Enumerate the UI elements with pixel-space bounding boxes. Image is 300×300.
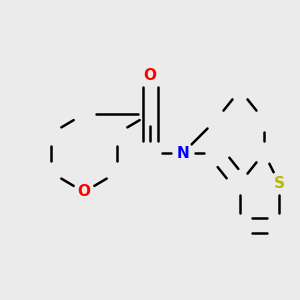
- Text: N: N: [177, 146, 189, 160]
- Text: O: O: [77, 184, 91, 200]
- Text: O: O: [143, 68, 157, 82]
- Text: S: S: [274, 176, 284, 190]
